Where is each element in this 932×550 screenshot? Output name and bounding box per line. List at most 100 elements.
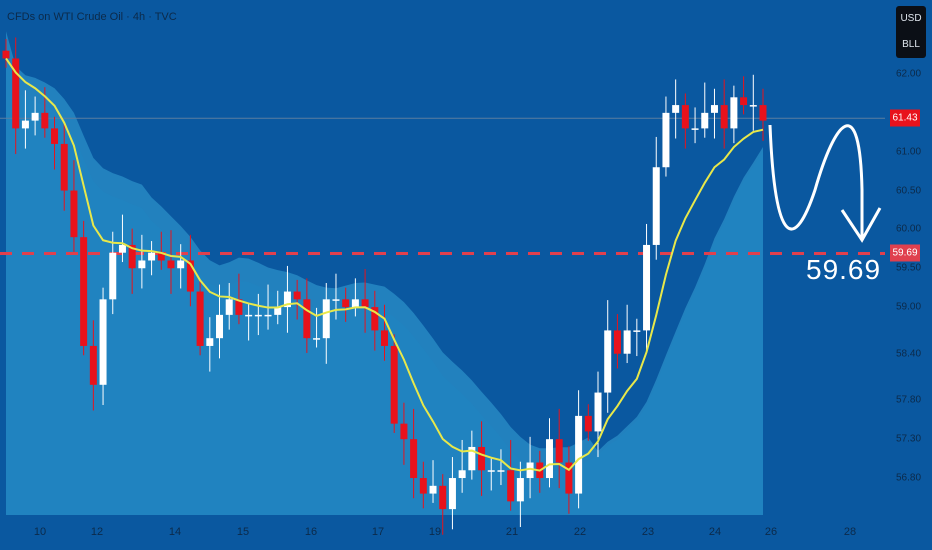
candle-down: [371, 307, 379, 331]
currency-label: USD: [900, 13, 922, 24]
candle-up: [225, 299, 233, 315]
candle-up: [730, 97, 738, 129]
candle-up: [652, 167, 660, 245]
date-tick-label: 19: [428, 526, 442, 538]
candle-down: [613, 330, 621, 354]
candle-down: [390, 345, 398, 424]
candle-down: [41, 112, 49, 129]
candle-down: [12, 58, 20, 129]
candle-down: [235, 299, 243, 315]
candle-up: [109, 252, 117, 300]
price-tick-label: 62.00: [896, 68, 922, 80]
candle-up: [264, 314, 272, 317]
candle-up: [701, 112, 709, 129]
date-tick-label: 23: [641, 526, 655, 538]
candle-up: [254, 314, 262, 317]
candle-up: [575, 415, 583, 494]
curve-arrow-icon: [768, 124, 864, 240]
date-tick-label: 24: [708, 526, 722, 538]
price-tick-label: 58.40: [896, 348, 922, 360]
target-annotation-label: 59.69: [806, 254, 882, 285]
candle-up: [710, 105, 718, 113]
candle-up: [31, 112, 39, 121]
candle-down: [89, 345, 97, 385]
symbol-title: CFDs on WTI Crude Oil · 4h · TVC: [7, 11, 177, 23]
candle-up: [21, 120, 29, 129]
candle-down: [196, 291, 204, 346]
date-tick-label: 21: [505, 526, 519, 538]
candle-down: [720, 105, 728, 129]
candle-up: [351, 299, 359, 308]
candle-down: [478, 446, 486, 471]
date-tick-label: 28: [843, 526, 857, 538]
price-tick-label: 60.50: [896, 185, 922, 197]
candle-down: [584, 415, 592, 432]
date-tick-label: 17: [371, 526, 385, 538]
candle-up: [691, 128, 699, 130]
candle-down: [186, 260, 194, 292]
candle-up: [274, 307, 282, 315]
candle-up: [487, 470, 495, 472]
target-price-tag: 59.69: [890, 244, 920, 262]
candle-up: [662, 112, 670, 168]
candle-down: [381, 330, 388, 346]
candle-up: [322, 299, 330, 339]
price-tick-label: 61.00: [896, 146, 922, 158]
candle-down: [51, 128, 59, 144]
candle-up: [448, 478, 456, 510]
unit-label: BLL: [902, 39, 920, 50]
candle-down: [439, 485, 447, 510]
candle-up: [633, 330, 641, 332]
candle-up: [138, 260, 146, 269]
candle-up: [458, 470, 466, 479]
candle-up: [468, 446, 476, 471]
candle-down: [410, 439, 418, 479]
date-tick-label: 10: [33, 526, 47, 538]
ma-inner-area: [6, 54, 763, 515]
candle-up: [216, 314, 224, 339]
candle-up: [118, 244, 126, 253]
candle-up: [749, 105, 757, 107]
price-tick-label: 57.80: [896, 394, 922, 406]
arrow-head-icon: [840, 207, 882, 243]
candle-down: [157, 252, 165, 261]
candle-down: [361, 299, 369, 308]
candle-down: [565, 462, 573, 494]
candle-up: [604, 330, 612, 393]
candle-down: [303, 299, 311, 339]
candle-down: [419, 478, 427, 494]
candle-up: [313, 338, 321, 340]
currency-unit-button[interactable]: USD BLL: [896, 6, 926, 58]
candle-up: [99, 299, 107, 385]
ema-line: [5, 57, 764, 472]
candle-down: [80, 237, 88, 346]
candle-up: [206, 338, 214, 346]
candle-up: [643, 244, 651, 331]
date-tick-label: 22: [573, 526, 587, 538]
candle-down: [342, 299, 350, 308]
candle-up: [429, 485, 437, 494]
date-tick-label: 26: [764, 526, 778, 538]
candle-up: [332, 299, 340, 301]
candle-down: [400, 423, 408, 440]
candle-up: [623, 330, 631, 354]
candle-up: [497, 470, 505, 472]
last-price-tag: 61.43: [890, 109, 920, 127]
price-tick-label: 59.00: [896, 301, 922, 313]
candle-up: [526, 462, 534, 479]
date-tick-label: 16: [304, 526, 318, 538]
candle-down: [167, 260, 175, 269]
candle-down: [293, 291, 301, 300]
price-tick-label: 56.80: [896, 472, 922, 484]
price-tick-label: 60.00: [896, 223, 922, 235]
candle-down: [128, 244, 136, 269]
candle-down: [70, 190, 78, 238]
candle-up: [516, 478, 524, 502]
date-tick-label: 14: [168, 526, 182, 538]
candle-up: [545, 439, 553, 479]
date-tick-label: 15: [236, 526, 250, 538]
candle-up: [245, 314, 253, 317]
candle-down: [2, 50, 10, 59]
candle-up: [594, 392, 602, 432]
